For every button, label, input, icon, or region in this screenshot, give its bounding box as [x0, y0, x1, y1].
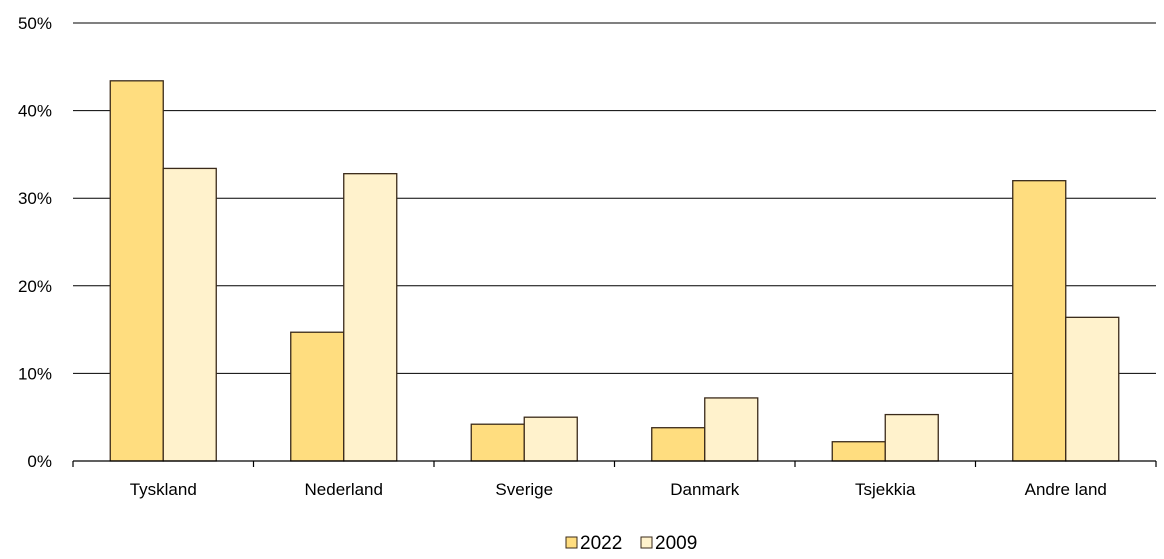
bar-2022-nederland — [290, 331, 345, 462]
bar-2009-tsjekkia — [884, 413, 939, 462]
bar-2022-sverige — [470, 423, 525, 462]
y-tick-label: 10% — [18, 364, 52, 383]
legend-label-2009: 2009 — [655, 533, 697, 554]
y-tick-label: 50% — [18, 14, 52, 33]
bar-2009-tyskland — [162, 167, 217, 462]
bar-2009-sverige — [523, 416, 578, 462]
legend-swatch-2022 — [565, 536, 578, 549]
x-tick-label: Danmark — [670, 480, 739, 499]
x-tick-label: Nederland — [305, 480, 383, 499]
gridlines — [73, 22, 1156, 374]
bar-2009-andre-land — [1065, 316, 1120, 462]
x-tick-label: Tsjekkia — [855, 480, 916, 499]
y-tick-label: 20% — [18, 277, 52, 296]
x-axis: Tyskland Nederland Sverige Danmark Tsjekkia A… — [72, 460, 1157, 499]
bar-2022-tyskland — [109, 80, 164, 462]
y-tick-label: 30% — [18, 189, 52, 208]
x-tick-label: Tyskland — [130, 480, 197, 499]
x-tick-label: Andre land — [1025, 480, 1107, 499]
x-tick-label: Sverige — [495, 480, 553, 499]
bar-2022-andre-land — [1012, 180, 1067, 462]
legend-label-2022: 2022 — [580, 533, 622, 554]
bar-2022-tsjekkia — [831, 441, 886, 462]
legend-swatch-2009 — [640, 536, 653, 549]
bars — [109, 80, 1120, 462]
y-axis: 0% 10% 20% 30% 40% 50% — [18, 14, 52, 471]
y-tick-label: 40% — [18, 102, 52, 121]
y-tick-label: 0% — [27, 452, 52, 471]
legend: 2022 2009 — [565, 533, 697, 554]
bar-2009-danmark — [704, 397, 759, 462]
bar-2022-danmark — [651, 427, 706, 462]
bar-2009-nederland — [343, 173, 398, 462]
